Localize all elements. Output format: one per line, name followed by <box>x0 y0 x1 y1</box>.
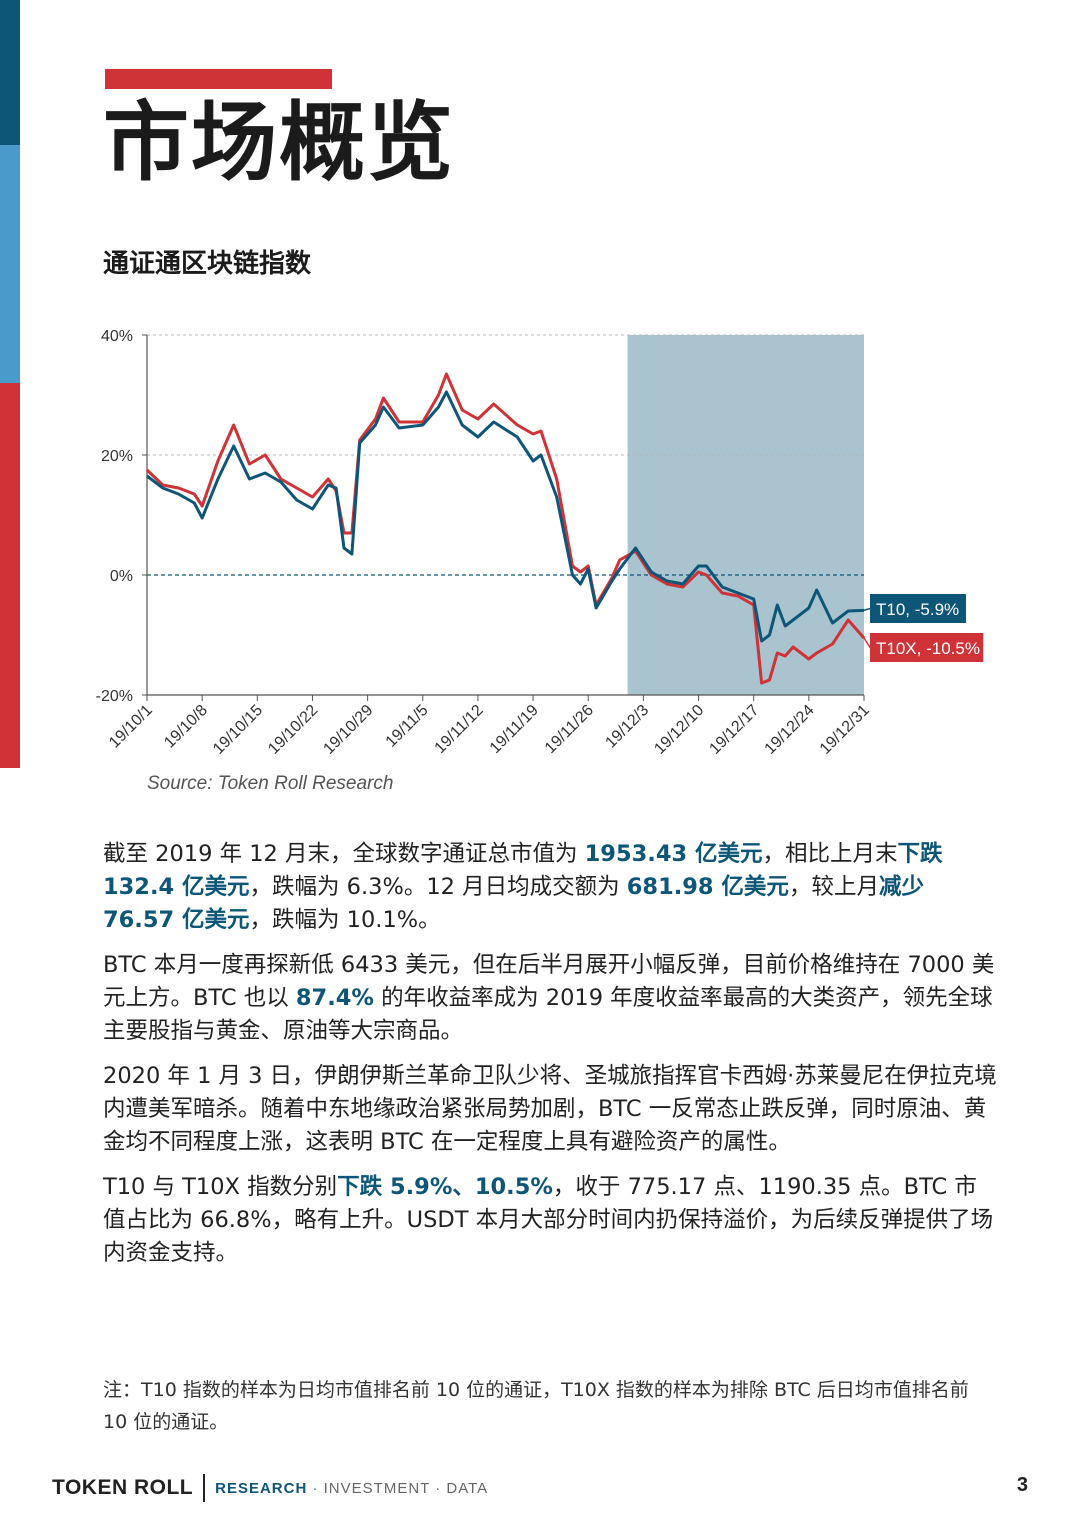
footer: TOKEN ROLL RESEARCH · INVESTMENT · DATA <box>52 1474 488 1502</box>
footer-divider <box>203 1474 206 1502</box>
highlight-daily-volume: 681.98 亿美元 <box>626 874 789 900</box>
x-tick-label: 19/12/17 <box>706 702 762 758</box>
y-tick-label: 0% <box>110 568 133 585</box>
text-run: ，收于 775.17 点、1190.35 点。BTC 市值占比为 66.8%，略… <box>103 1174 994 1266</box>
footer-tag-research: RESEARCH <box>215 1479 308 1497</box>
x-tick-label: 19/10/8 <box>161 702 211 752</box>
series-line-t10x <box>145 372 866 685</box>
end-label-box-t10 <box>870 594 966 623</box>
text-run: T10 与 T10X 指数分别 <box>103 1174 338 1200</box>
paragraph-index-summary: T10 与 T10X 指数分别下跌 5.9%、10.5%，收于 775.17 点… <box>103 1171 998 1270</box>
x-tick-label: 19/11/19 <box>487 702 542 757</box>
text-run: BTC 本月一度再探新低 6433 美元，但在后半月展开小幅反弹，目前价格维持在… <box>103 952 995 1011</box>
end-label-t10x: T10X, -10.5% <box>876 639 980 658</box>
text-run: ，相比上月末 <box>762 841 898 867</box>
chart-source-note: Source: Token Roll Research <box>147 773 394 794</box>
x-tick-label: 19/10/1 <box>106 702 156 752</box>
x-tick-label: 19/11/26 <box>542 702 597 757</box>
side-bar-red <box>0 383 20 768</box>
page-title: 市场概览 <box>103 93 455 193</box>
side-bar-navy <box>0 0 20 145</box>
x-tick-label: 19/12/31 <box>817 702 873 758</box>
body-text: 截至 2019 年 12 月末，全球数字通证总市值为 1953.43 亿美元，相… <box>103 838 998 1282</box>
x-tick-label: 19/12/24 <box>762 702 818 758</box>
footer-tag-rest: · INVESTMENT · DATA <box>307 1479 489 1497</box>
text-run: ，跌幅为 6.3%。12 月日均成交额为 <box>249 874 627 900</box>
paragraph-geopolitics: 2020 年 1 月 3 日，伊朗伊斯兰革命卫队少将、圣城旅指挥官卡西姆·苏莱曼… <box>103 1063 997 1155</box>
text-run: ，较上月 <box>788 874 879 900</box>
end-label-leader <box>863 607 871 612</box>
x-tick-label: 19/10/15 <box>210 702 266 758</box>
footnote: 注：T10 指数的样本为日均市值排名前 10 位的通证，T10X 指数的样本为排… <box>103 1379 969 1433</box>
text-run: 的年收益率成为 2019 年度收益率最高的大类资产，领先全球主要股指与黄金、原油… <box>103 985 993 1044</box>
y-tick-label: -20% <box>96 688 133 705</box>
end-label-box-t10x <box>870 633 984 662</box>
highlight-btc-return: 87.4% <box>295 985 374 1011</box>
text-run: ，跌幅为 10.1%。 <box>249 907 441 933</box>
index-line-chart: 40%20%0%-20%19/10/1 19/10/8 19/10/15 19/10/… <box>96 328 984 758</box>
title-accent-bar <box>105 69 332 89</box>
paragraph-market-cap: 截至 2019 年 12 月末，全球数字通证总市值为 1953.43 亿美元，相… <box>103 838 998 937</box>
highlight-volume-decline: 减少 76.57 亿美元 <box>103 874 924 933</box>
side-bar-blue <box>0 145 20 383</box>
end-label-t10: T10, -5.9% <box>876 600 959 619</box>
highlight-market-cap-decline: 下跌 132.4 亿美元 <box>103 841 943 900</box>
highlight-index-decline: 下跌 5.9%、10.5% <box>337 1174 553 1200</box>
y-tick-label: 40% <box>101 328 133 345</box>
x-tick-label: 19/12/10 <box>651 702 707 758</box>
paragraph-btc: BTC 本月一度再探新低 6433 美元，但在后半月展开小幅反弹，目前价格维持在… <box>103 949 998 1048</box>
page-number: 3 <box>1016 1474 1028 1496</box>
x-tick-label: 19/10/22 <box>265 702 321 758</box>
highlight-total-market-cap: 1953.43 亿美元 <box>584 841 763 867</box>
x-tick-label: 19/12/3 <box>602 702 652 752</box>
series-line-t10 <box>146 390 865 643</box>
shaded-period <box>627 335 864 695</box>
footer-brand: TOKEN ROLL <box>52 1476 194 1499</box>
text-run: 截至 2019 年 12 月末，全球数字通证总市值为 <box>103 841 585 867</box>
x-tick-label: 19/11/5 <box>383 702 432 751</box>
chart-title: 通证通区块链指数 <box>103 249 312 279</box>
x-tick-label: 19/11/12 <box>432 702 487 757</box>
x-tick-label: 19/10/29 <box>320 702 376 758</box>
footer-tagline: RESEARCH · INVESTMENT · DATA <box>215 1480 488 1497</box>
end-label-leader <box>863 637 871 648</box>
y-tick-label: 20% <box>101 448 133 465</box>
